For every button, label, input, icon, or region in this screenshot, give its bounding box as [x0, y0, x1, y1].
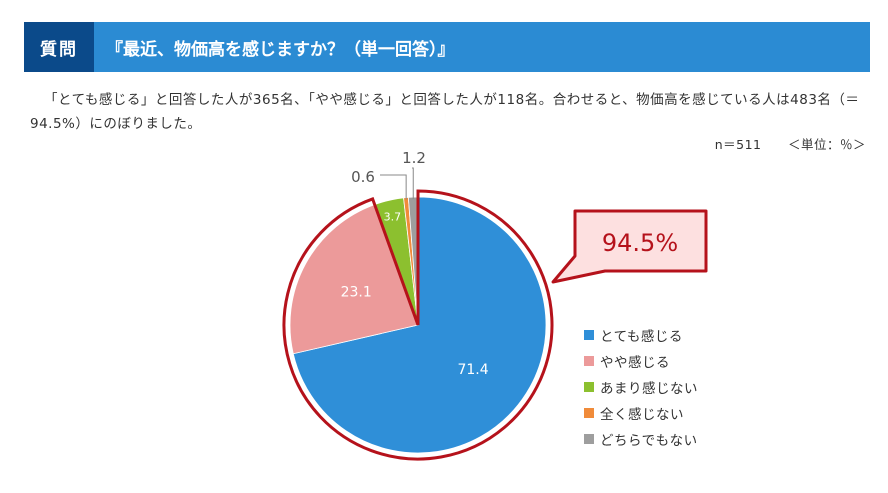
legend-item: やや感じる	[584, 348, 698, 374]
slice-label-1: 71.4	[457, 362, 488, 378]
slice-label-2: 23.1	[341, 284, 372, 300]
leader-line-4	[380, 174, 407, 200]
slice-label-3: 3.7	[384, 210, 402, 223]
legend-swatch	[584, 434, 594, 444]
legend-item: あまり感じない	[584, 374, 698, 400]
sample-size: n＝511	[714, 137, 762, 152]
leader-line-5	[412, 167, 414, 200]
unit-label: ＜単位：％＞	[787, 137, 866, 152]
slice-label-4: 0.6	[351, 168, 375, 186]
summary-text: 「とても感じる」と回答した人が365名、「やや感じる」と回答した人が118名。合…	[30, 92, 860, 132]
chart-legend: とても感じる やや感じるあまり感じない 全く感じない どちらでもない	[584, 322, 698, 452]
pie-slice-1	[292, 196, 547, 454]
legend-swatch	[584, 382, 594, 392]
legend-label: 全く感じない	[600, 407, 684, 423]
pie-slice-2	[289, 204, 419, 355]
legend-swatch	[584, 408, 594, 418]
question-header: 質問 『最近、物価高を感じますか？（単一回答）』	[24, 22, 870, 72]
question-label: 質問	[24, 22, 94, 72]
legend-label: あまり感じない	[600, 381, 698, 397]
legend-item: とても感じる	[584, 322, 698, 348]
highlight-outline	[282, 189, 554, 461]
chart-meta: n＝511 ＜単位：％＞	[715, 134, 866, 153]
legend-swatch	[584, 330, 594, 340]
callout-value: 94.5%	[602, 229, 678, 257]
legend-item: どちらでもない	[584, 426, 698, 452]
legend-item: 全く感じない	[584, 400, 698, 426]
legend-label: やや感じる	[600, 355, 670, 371]
legend-label: どちらでもない	[600, 433, 698, 449]
legend-label: とても感じる	[600, 329, 683, 345]
question-title: 『最近、物価高を感じますか？（単一回答）』	[106, 39, 455, 60]
callout-bubble	[551, 209, 708, 284]
legend-swatch	[584, 356, 594, 366]
slice-label-5: 1.2	[402, 149, 426, 167]
